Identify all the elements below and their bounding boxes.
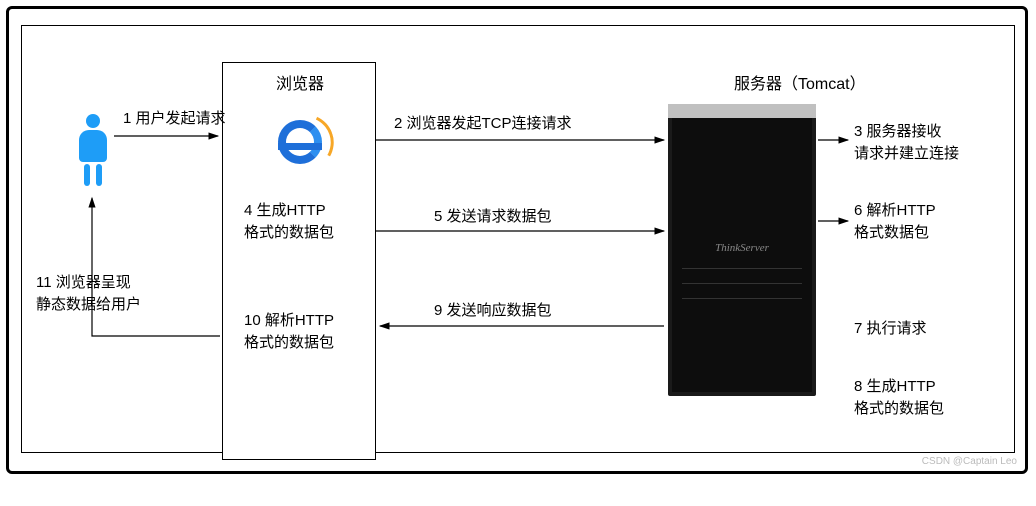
step-4-line2: 格式的数据包 <box>244 224 334 241</box>
outer-frame: ThinkServer 浏览器 服务器（Tomcat） 1 用户发起请求 2 浏… <box>6 6 1028 474</box>
user-icon <box>78 114 108 162</box>
step-4: 4 生成HTTP 格式的数据包 <box>244 200 334 244</box>
server-divider <box>682 268 802 269</box>
step-6-line2: 格式数据包 <box>854 224 929 241</box>
step-6: 6 解析HTTP 格式数据包 <box>854 200 936 244</box>
step-8-line1: 8 生成HTTP <box>854 378 936 395</box>
step-10: 10 解析HTTP 格式的数据包 <box>244 310 334 354</box>
step-4-line1: 4 生成HTTP <box>244 202 326 219</box>
server-divider <box>682 283 802 284</box>
watermark: CSDN @Captain Leo <box>922 456 1017 467</box>
step-8: 8 生成HTTP 格式的数据包 <box>854 376 944 420</box>
server-box: ThinkServer <box>668 104 816 396</box>
step-9: 9 发送响应数据包 <box>434 300 552 322</box>
server-divider <box>682 298 802 299</box>
step-3-line2: 请求并建立连接 <box>854 145 959 162</box>
step-11-line1: 11 浏览器呈现 <box>36 274 131 291</box>
step-3: 3 服务器接收 请求并建立连接 <box>854 121 959 165</box>
step-8-line2: 格式的数据包 <box>854 400 944 417</box>
step-7: 7 执行请求 <box>854 318 927 340</box>
step-6-line1: 6 解析HTTP <box>854 202 936 219</box>
step-10-line1: 10 解析HTTP <box>244 312 334 329</box>
server-brand-label: ThinkServer <box>672 242 812 254</box>
server-face: ThinkServer <box>672 118 812 392</box>
inner-frame: ThinkServer 浏览器 服务器（Tomcat） 1 用户发起请求 2 浏… <box>21 25 1015 453</box>
browser-title: 浏览器 <box>276 70 324 94</box>
browser-ie-icon <box>274 116 324 166</box>
step-5: 5 发送请求数据包 <box>434 206 552 228</box>
server-title: 服务器（Tomcat） <box>734 70 866 94</box>
step-10-line2: 格式的数据包 <box>244 334 334 351</box>
step-1: 1 用户发起请求 <box>123 108 226 130</box>
step-11-line2: 静态数据给用户 <box>36 296 141 313</box>
step-2: 2 浏览器发起TCP连接请求 <box>394 113 572 135</box>
server-top-panel <box>668 104 816 118</box>
step-3-line1: 3 服务器接收 <box>854 123 942 140</box>
step-11: 11 浏览器呈现 静态数据给用户 <box>36 272 141 316</box>
